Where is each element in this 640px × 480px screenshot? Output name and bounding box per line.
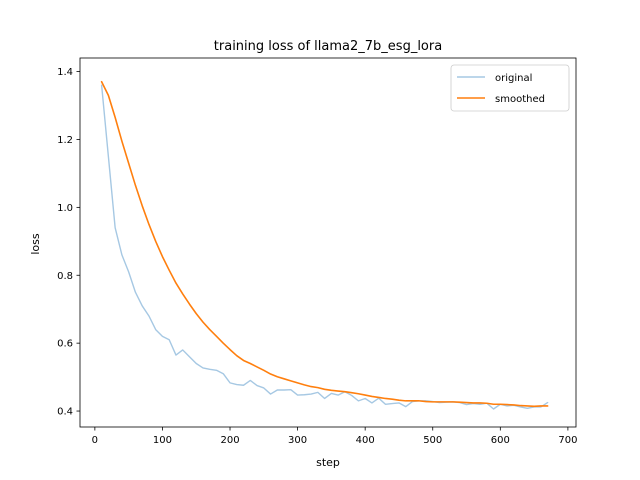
x-tick-label: 500 <box>423 435 442 446</box>
y-tick-label: 1.0 <box>57 203 73 214</box>
y-tick-label: 1.4 <box>57 67 73 78</box>
x-tick-label: 0 <box>92 435 98 446</box>
x-axis-label: step <box>316 456 340 469</box>
y-axis-label: loss <box>29 233 42 255</box>
chart-title: training loss of llama2_7b_esg_lora <box>214 39 442 54</box>
y-tick-label: 1.2 <box>57 135 73 146</box>
x-tick-label: 400 <box>356 435 375 446</box>
x-tick-label: 200 <box>220 435 239 446</box>
y-tick-label: 0.4 <box>57 407 73 418</box>
legend-label-original: original <box>495 73 532 84</box>
x-tick-label: 700 <box>558 435 577 446</box>
plot-area: 0 100 200 300 400 500 600 700 0.4 0.6 0.8 1.0 1.2 1.4… <box>57 57 577 446</box>
x-tick-label: 600 <box>491 435 510 446</box>
plot-frame <box>79 57 577 428</box>
legend-label-smoothed: smoothed <box>495 94 545 105</box>
x-tick-label: 100 <box>153 435 172 446</box>
y-tick-label: 0.8 <box>57 271 73 282</box>
y-tick-label: 0.6 <box>57 339 73 350</box>
series-line-smoothed <box>100 80 549 408</box>
x-tick-label: 300 <box>288 435 307 446</box>
